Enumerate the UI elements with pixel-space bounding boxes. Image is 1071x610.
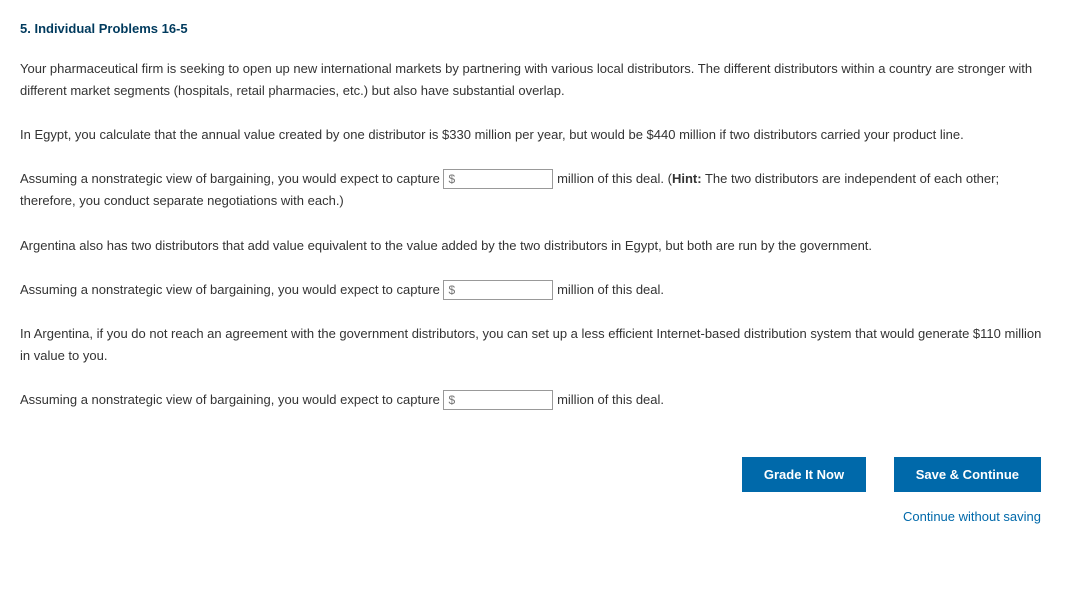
q3-answer-input[interactable]: [443, 390, 553, 410]
q1-text-pre: Assuming a nonstrategic view of bargaini…: [20, 171, 443, 186]
q2-text-post: million of this deal.: [553, 282, 664, 297]
q1-answer-input[interactable]: [443, 169, 553, 189]
hint-label: Hint:: [672, 171, 702, 186]
problem-heading: 5. Individual Problems 16-5: [20, 18, 1051, 40]
q2-text-pre: Assuming a nonstrategic view of bargaini…: [20, 282, 443, 297]
q3-text-pre: Assuming a nonstrategic view of bargaini…: [20, 392, 443, 407]
q2-answer-input[interactable]: [443, 280, 553, 300]
paragraph-argentina: Argentina also has two distributors that…: [20, 235, 1051, 257]
intro-paragraph-1: Your pharmaceutical firm is seeking to o…: [20, 58, 1051, 102]
continue-without-saving-link[interactable]: Continue without saving: [903, 509, 1041, 524]
question-3: Assuming a nonstrategic view of bargaini…: [20, 389, 1051, 411]
q3-text-post: million of this deal.: [553, 392, 664, 407]
paragraph-internet-dist: In Argentina, if you do not reach an agr…: [20, 323, 1051, 367]
question-2: Assuming a nonstrategic view of bargaini…: [20, 279, 1051, 301]
button-row: Grade It Now Save & Continue: [20, 457, 1051, 492]
link-row: Continue without saving: [20, 506, 1051, 528]
q1-text-post-a: million of this deal. (: [553, 171, 672, 186]
intro-paragraph-2: In Egypt, you calculate that the annual …: [20, 124, 1051, 146]
grade-it-now-button[interactable]: Grade It Now: [742, 457, 866, 492]
question-1: Assuming a nonstrategic view of bargaini…: [20, 168, 1051, 212]
save-continue-button[interactable]: Save & Continue: [894, 457, 1041, 492]
